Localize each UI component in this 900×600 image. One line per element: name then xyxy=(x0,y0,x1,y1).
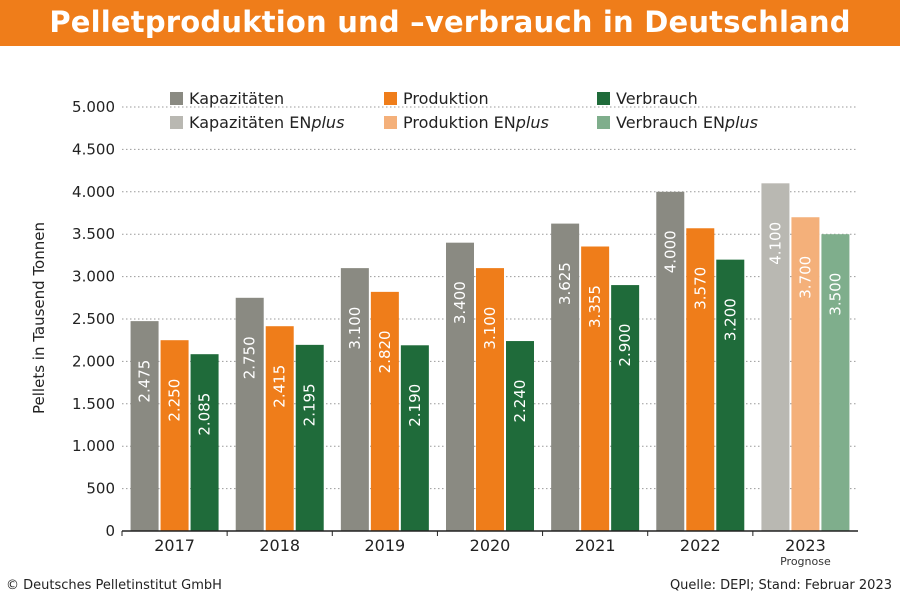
bar-value-label: 2.240 xyxy=(511,380,529,423)
y-tick-label: 2.000 xyxy=(72,352,115,370)
bar-kapazitaeten-2018 xyxy=(235,297,264,531)
y-tick-label: 4.500 xyxy=(72,140,115,158)
bar-value-label: 3.355 xyxy=(586,285,604,328)
bar-value-label: 3.500 xyxy=(826,273,844,316)
bar-value-label: 2.250 xyxy=(166,379,184,422)
x-tick-label: 2021 xyxy=(575,536,616,555)
bar-value-label: 3.700 xyxy=(796,256,814,299)
bar-verbrauch-2021 xyxy=(611,285,640,531)
bar-kapazitaeten-2020 xyxy=(446,242,474,531)
bar-value-label: 3.100 xyxy=(481,307,499,350)
legend-swatch xyxy=(170,92,183,105)
y-tick-label: 4.000 xyxy=(72,183,115,201)
y-tick-label: 5.000 xyxy=(72,98,115,116)
legend-label: Kapazitäten xyxy=(189,89,284,108)
source-note: Quelle: DEPI; Stand: Februar 2023 xyxy=(669,578,892,593)
chart-title: Pelletproduktion und –verbrauch in Deuts… xyxy=(49,5,851,39)
y-tick-label: 3.000 xyxy=(72,268,115,286)
x-tick-label: 2023 xyxy=(785,536,826,555)
bar-value-label: 3.400 xyxy=(451,281,469,324)
bar-value-label: 3.200 xyxy=(721,298,739,341)
y-tick-label: 1.500 xyxy=(72,395,115,413)
bar-value-label: 4.100 xyxy=(766,222,784,265)
bar-produktion-2018 xyxy=(265,326,294,531)
bar-kapazitaeten-2023 xyxy=(761,183,790,531)
y-tick-label: 3.500 xyxy=(72,225,115,243)
bar-verbrauch-2022 xyxy=(716,259,745,531)
x-tick-label: 2018 xyxy=(259,536,300,555)
legend-swatch xyxy=(384,92,397,105)
bar-value-label: 2.195 xyxy=(301,383,319,426)
legend-swatch xyxy=(597,116,610,129)
y-tick-label: 1.000 xyxy=(72,437,115,455)
legend-label: Produktion ENplus xyxy=(403,113,549,132)
bar-produktion-2023 xyxy=(791,217,820,532)
bar-value-label: 3.570 xyxy=(691,267,709,310)
legend-swatch xyxy=(170,116,183,129)
bar-verbrauch-2023 xyxy=(821,234,850,531)
bar-value-label: 3.625 xyxy=(556,262,574,305)
bar-verbrauch-2017 xyxy=(190,354,219,531)
bar-produktion-2022 xyxy=(686,228,715,531)
bars: 2.475 2.250 2.085 2.750 2.415 2.195 3.100 2.820… xyxy=(130,183,850,532)
y-axis: 0 500 1.000 1.500 2.000 2.500 3.000 3.500 4.000 4… xyxy=(72,98,115,540)
copyright-note: © Deutsches Pelletinstitut GmbH xyxy=(6,578,222,593)
bar-produktion-2021 xyxy=(581,246,610,531)
y-tick-label: 500 xyxy=(86,480,115,498)
legend-label: Kapazitäten ENplus xyxy=(189,113,344,132)
bar-value-label: 2.750 xyxy=(241,336,259,379)
y-tick-label: 0 xyxy=(105,522,115,540)
legend-label: Produktion xyxy=(403,89,489,108)
x-tick-label: 2017 xyxy=(154,536,195,555)
x-tick-note: Prognose xyxy=(780,555,831,568)
legend: Kapazitäten Kapazitäten ENplus Produktion P… xyxy=(170,89,758,132)
legend-label: Verbrauch xyxy=(616,89,698,108)
bar-verbrauch-2019 xyxy=(400,345,429,531)
legend-swatch xyxy=(597,92,610,105)
title-banner xyxy=(0,0,900,46)
bar-value-label: 2.475 xyxy=(136,360,154,403)
bar-produktion-2019 xyxy=(370,291,399,531)
legend-swatch xyxy=(384,116,397,129)
bar-produktion-2020 xyxy=(476,268,504,531)
bar-value-label: 2.190 xyxy=(406,384,424,427)
x-tick-label: 2020 xyxy=(470,536,511,555)
bar-kapazitaeten-2017 xyxy=(130,321,159,531)
y-tick-label: 2.500 xyxy=(72,310,115,328)
bar-kapazitaeten-2021 xyxy=(551,223,580,531)
bar-produktion-2017 xyxy=(160,340,189,531)
bar-value-label: 2.900 xyxy=(616,324,634,367)
legend-label: Verbrauch ENplus xyxy=(616,113,758,132)
bar-value-label: 2.415 xyxy=(271,365,289,408)
bar-value-label: 3.100 xyxy=(346,307,364,350)
bar-kapazitaeten-2022 xyxy=(656,191,685,532)
bar-verbrauch-2020 xyxy=(506,341,534,531)
bar-kapazitaeten-2019 xyxy=(340,268,369,531)
bar-value-label: 2.085 xyxy=(196,393,214,436)
x-tick-label: 2019 xyxy=(364,536,405,555)
bar-value-label: 2.820 xyxy=(376,330,394,373)
x-tick-label: 2022 xyxy=(680,536,721,555)
bar-verbrauch-2018 xyxy=(295,344,324,531)
bar-value-label: 4.000 xyxy=(661,230,679,273)
y-axis-label: Pellets in Tausend Tonnen xyxy=(30,222,48,414)
